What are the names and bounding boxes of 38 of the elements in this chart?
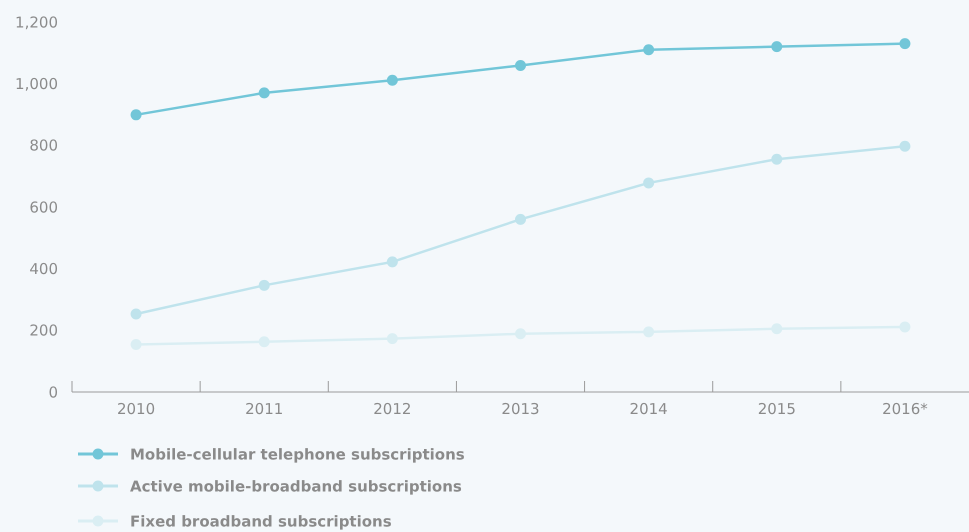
legend-label: Active mobile-broadband subscriptions <box>130 477 462 496</box>
point <box>643 44 654 56</box>
point <box>771 154 782 165</box>
point <box>130 308 142 320</box>
point <box>899 38 910 50</box>
point <box>386 256 398 268</box>
y-tick-label: 1,200 <box>15 13 58 32</box>
point <box>386 74 398 86</box>
point <box>643 326 654 338</box>
x-tick-label: 2012 <box>373 400 412 418</box>
point <box>386 333 398 344</box>
y-tick-label: 200 <box>29 322 58 340</box>
y-tick-label: 400 <box>29 260 58 278</box>
x-tick-label: 2010 <box>116 400 156 418</box>
y-tick-label: 800 <box>29 136 58 155</box>
point <box>515 328 526 340</box>
point <box>130 339 142 350</box>
point <box>771 41 782 52</box>
point <box>258 87 270 98</box>
point <box>258 280 270 291</box>
point <box>130 109 142 120</box>
legend-label: Fixed broadband subscriptions <box>130 512 392 530</box>
y-tick-label: 1,000 <box>15 74 58 93</box>
x-tick-label: 2011 <box>245 400 284 418</box>
point <box>771 323 782 334</box>
x-tick-label: 2016* <box>882 400 928 418</box>
y-tick-label: 0 <box>48 383 58 402</box>
point <box>515 214 526 225</box>
x-tick-label: 2015 <box>758 400 796 418</box>
x-tick-label: 2013 <box>501 400 540 418</box>
point <box>515 60 526 71</box>
point <box>258 336 270 348</box>
legend-label: Mobile-cellular telephone subscriptions <box>130 445 465 464</box>
point <box>643 177 654 188</box>
point <box>899 140 910 152</box>
point <box>899 321 910 332</box>
y-tick-label: 600 <box>29 198 58 216</box>
x-tick-label: 2014 <box>630 400 668 418</box>
